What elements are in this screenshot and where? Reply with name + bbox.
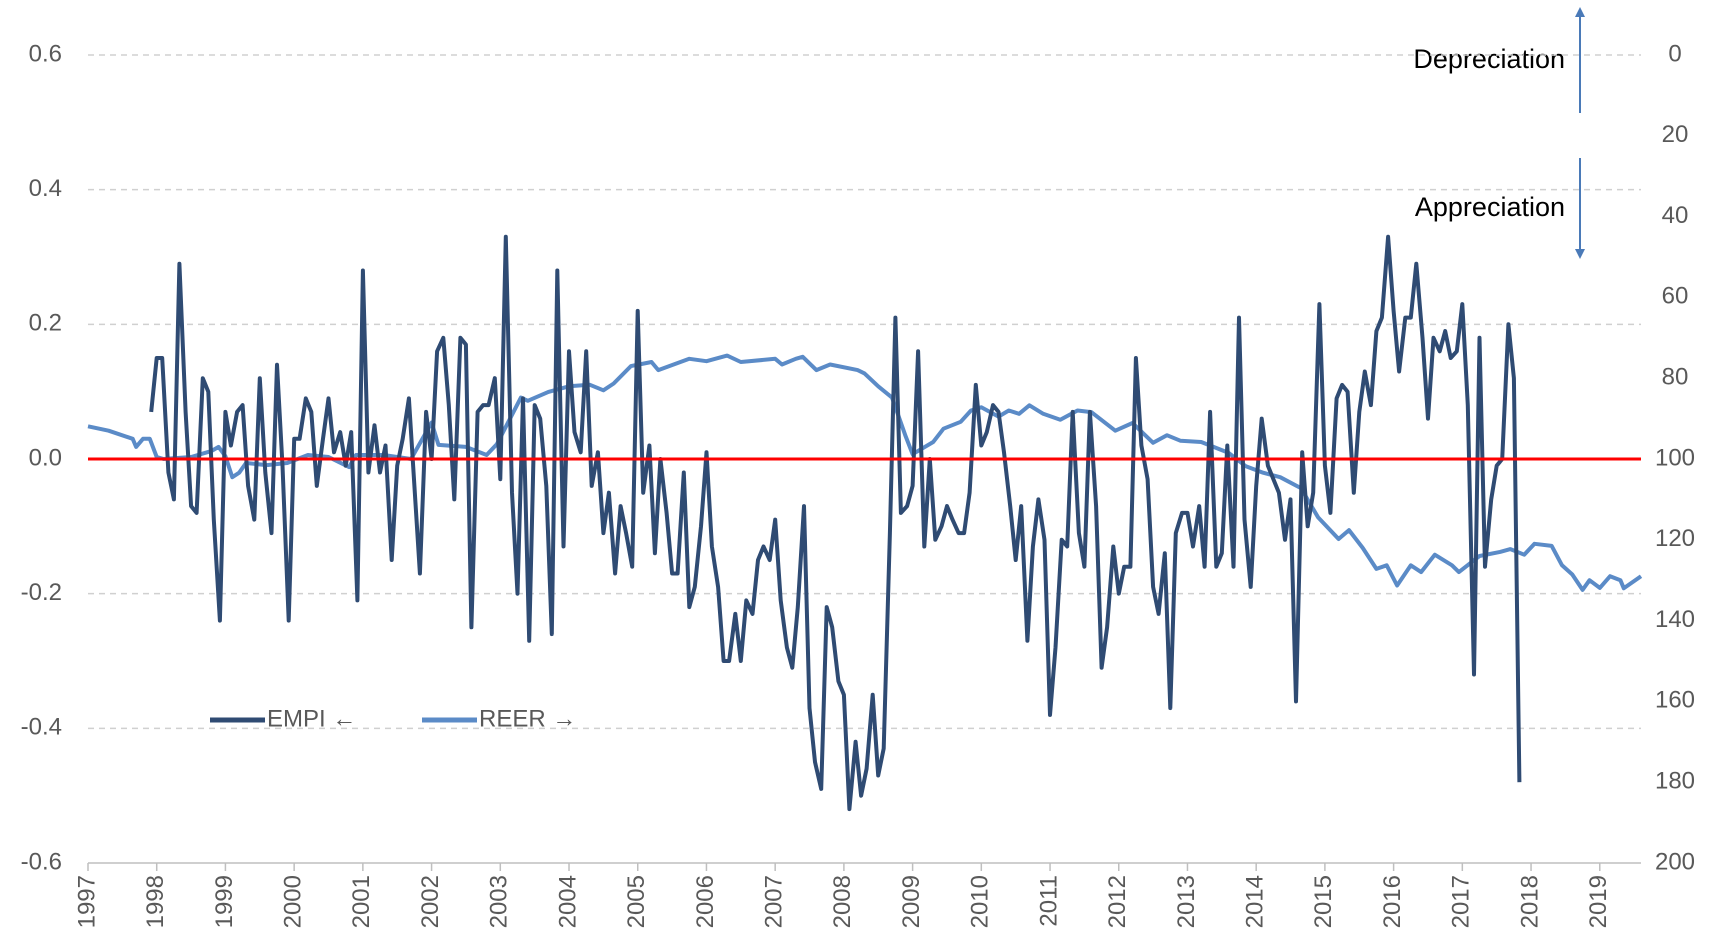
x-tick-label: 2015	[1310, 875, 1337, 928]
x-tick-label: 2000	[279, 875, 306, 928]
x-tick-label: 2003	[486, 875, 513, 928]
y2-tick-label: 140	[1655, 606, 1695, 633]
x-tick-label: 1998	[142, 875, 169, 928]
x-tick-label: 1999	[211, 875, 238, 928]
x-tick-label: 2017	[1448, 875, 1475, 928]
x-tick-label: 2019	[1585, 875, 1612, 928]
y-tick-label: 0.0	[29, 444, 62, 471]
y-tick-label: -0.4	[21, 714, 62, 741]
x-tick-label: 2013	[1173, 875, 1200, 928]
y2-tick-label: 0	[1668, 40, 1681, 67]
x-tick-label: 2009	[898, 875, 925, 928]
y-tick-label: -0.2	[21, 579, 62, 606]
x-tick-label: 2014	[1242, 875, 1269, 928]
y2-tick-label: 180	[1655, 768, 1695, 795]
y2-tick-label: 200	[1655, 848, 1695, 875]
x-tick-label: 2005	[623, 875, 650, 928]
x-tick-label: 1997	[73, 875, 100, 928]
x-tick-label: 2001	[348, 875, 375, 928]
y-tick-label: 0.6	[29, 40, 62, 67]
x-tick-label: 2002	[417, 875, 444, 928]
x-tick-label: 2016	[1379, 875, 1406, 928]
x-tick-label: 2008	[829, 875, 856, 928]
series-line	[87, 353, 1643, 592]
x-tick-label: 2018	[1516, 875, 1543, 928]
y2-tick-label: 20	[1662, 121, 1689, 148]
y2-tick-label: 160	[1655, 687, 1695, 714]
y-tick-label: -0.6	[21, 848, 62, 875]
y2-tick-label: 120	[1655, 525, 1695, 552]
y2-tick-label: 80	[1662, 364, 1689, 391]
x-tick-label: 2010	[967, 875, 994, 928]
series-line	[149, 234, 1522, 812]
x-tick-label: 2007	[761, 875, 788, 928]
legend-label: REER →	[479, 705, 576, 732]
x-tick-label: 2012	[1104, 875, 1131, 928]
x-tick-label: 2006	[692, 875, 719, 928]
y2-tick-label: 40	[1662, 202, 1689, 229]
annotation: Appreciation	[1415, 192, 1565, 222]
y2-tick-label: 100	[1655, 444, 1695, 471]
y-tick-label: 0.2	[29, 310, 62, 337]
legend-label: EMPI ←	[267, 705, 356, 732]
y-tick-label: 0.4	[29, 175, 62, 202]
y2-tick-label: 60	[1662, 283, 1689, 310]
annotation: Depreciation	[1413, 44, 1565, 74]
x-tick-label: 2011	[1035, 875, 1062, 927]
x-tick-label: 2004	[554, 875, 581, 928]
